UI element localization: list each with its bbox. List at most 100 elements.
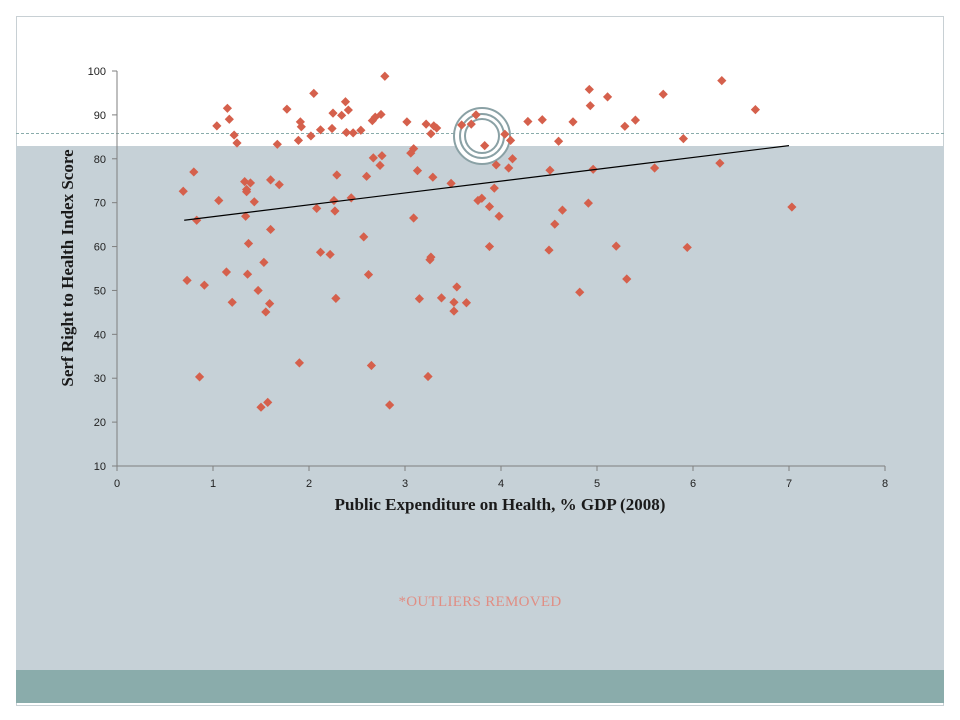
data-point <box>402 117 412 127</box>
data-point <box>377 151 387 161</box>
data-point <box>452 282 462 292</box>
data-point <box>194 372 205 382</box>
x-tick-label: 2 <box>306 478 312 490</box>
data-point <box>227 297 237 307</box>
y-axis-label: Serf Right to Health Index Score <box>58 149 77 387</box>
data-point <box>266 175 276 185</box>
data-point <box>242 269 253 279</box>
data-point <box>480 141 490 151</box>
data-point <box>473 195 483 206</box>
y-tick-label: 50 <box>94 285 106 297</box>
data-point <box>224 114 234 124</box>
data-point <box>421 119 431 129</box>
data-point <box>265 299 275 309</box>
x-tick-label: 8 <box>882 478 888 490</box>
data-point <box>500 129 510 139</box>
data-point <box>717 76 727 86</box>
data-point <box>367 115 377 126</box>
data-point <box>484 241 495 252</box>
data-point <box>494 211 504 221</box>
data-point <box>602 92 613 102</box>
data-point <box>787 202 797 212</box>
data-point <box>192 215 202 225</box>
data-point <box>622 274 632 284</box>
x-tick-label: 6 <box>690 478 696 490</box>
data-point <box>366 360 376 371</box>
data-point <box>332 170 342 180</box>
data-point <box>362 171 372 181</box>
data-point <box>266 224 276 235</box>
x-axis-label: Public Expenditure on Health, % GDP (200… <box>335 495 666 514</box>
data-point <box>245 178 256 188</box>
data-point <box>429 121 439 131</box>
data-point <box>545 165 555 175</box>
data-point <box>414 294 424 304</box>
data-point <box>650 163 660 173</box>
data-point <box>306 131 316 141</box>
data-point <box>212 121 222 131</box>
data-point <box>274 180 284 190</box>
data-point <box>199 280 209 290</box>
data-point <box>409 213 419 223</box>
data-point <box>630 115 640 125</box>
data-point <box>346 193 356 203</box>
y-tick-label: 100 <box>88 66 106 78</box>
data-point <box>368 153 378 163</box>
x-tick-label: 0 <box>114 478 120 490</box>
data-point <box>611 241 621 251</box>
data-point <box>584 84 594 95</box>
data-point <box>620 121 630 131</box>
outliers-note: *OUTLIERS REMOVED <box>398 594 562 610</box>
data-point <box>328 108 338 118</box>
data-point <box>327 123 337 134</box>
data-point <box>189 167 199 177</box>
trendline <box>184 145 790 221</box>
slide-background-panel <box>16 146 944 670</box>
data-point <box>370 112 380 122</box>
data-point <box>432 123 442 133</box>
data-point <box>312 203 322 213</box>
data-point <box>489 183 499 193</box>
data-point <box>249 197 259 207</box>
data-point <box>341 127 352 138</box>
y-tick-label: 10 <box>94 461 106 473</box>
chart-axes <box>112 70 886 471</box>
data-point <box>554 136 564 146</box>
data-point <box>376 109 386 120</box>
data-point <box>426 129 436 139</box>
data-point <box>329 195 339 206</box>
data-point <box>282 104 292 114</box>
data-point <box>491 160 501 170</box>
data-point <box>256 402 266 412</box>
data-point <box>507 154 518 164</box>
x-tick-label: 1 <box>210 478 216 490</box>
x-tick-label: 4 <box>498 478 504 490</box>
data-point <box>363 270 374 280</box>
data-point <box>221 267 232 277</box>
data-point <box>449 306 459 316</box>
y-tick-label: 20 <box>94 417 106 429</box>
data-point <box>229 130 239 140</box>
y-tick-label: 30 <box>94 373 106 385</box>
data-point <box>293 135 304 145</box>
data-point <box>506 135 516 145</box>
data-point <box>178 186 188 196</box>
data-point <box>471 110 481 120</box>
data-point <box>340 97 351 107</box>
data-point <box>343 105 353 115</box>
data-point <box>428 172 438 182</box>
data-point <box>294 358 304 368</box>
data-point <box>426 252 436 262</box>
data-point <box>715 158 725 168</box>
data-point <box>263 397 273 407</box>
chart-points <box>178 71 797 412</box>
data-point <box>259 257 269 267</box>
data-point <box>253 285 263 296</box>
data-point <box>466 119 476 129</box>
y-tick-label: 90 <box>94 110 106 122</box>
data-point <box>330 206 340 216</box>
data-point <box>295 117 305 127</box>
x-tick-label: 7 <box>786 478 792 490</box>
data-point <box>359 232 369 242</box>
data-point <box>583 198 593 208</box>
